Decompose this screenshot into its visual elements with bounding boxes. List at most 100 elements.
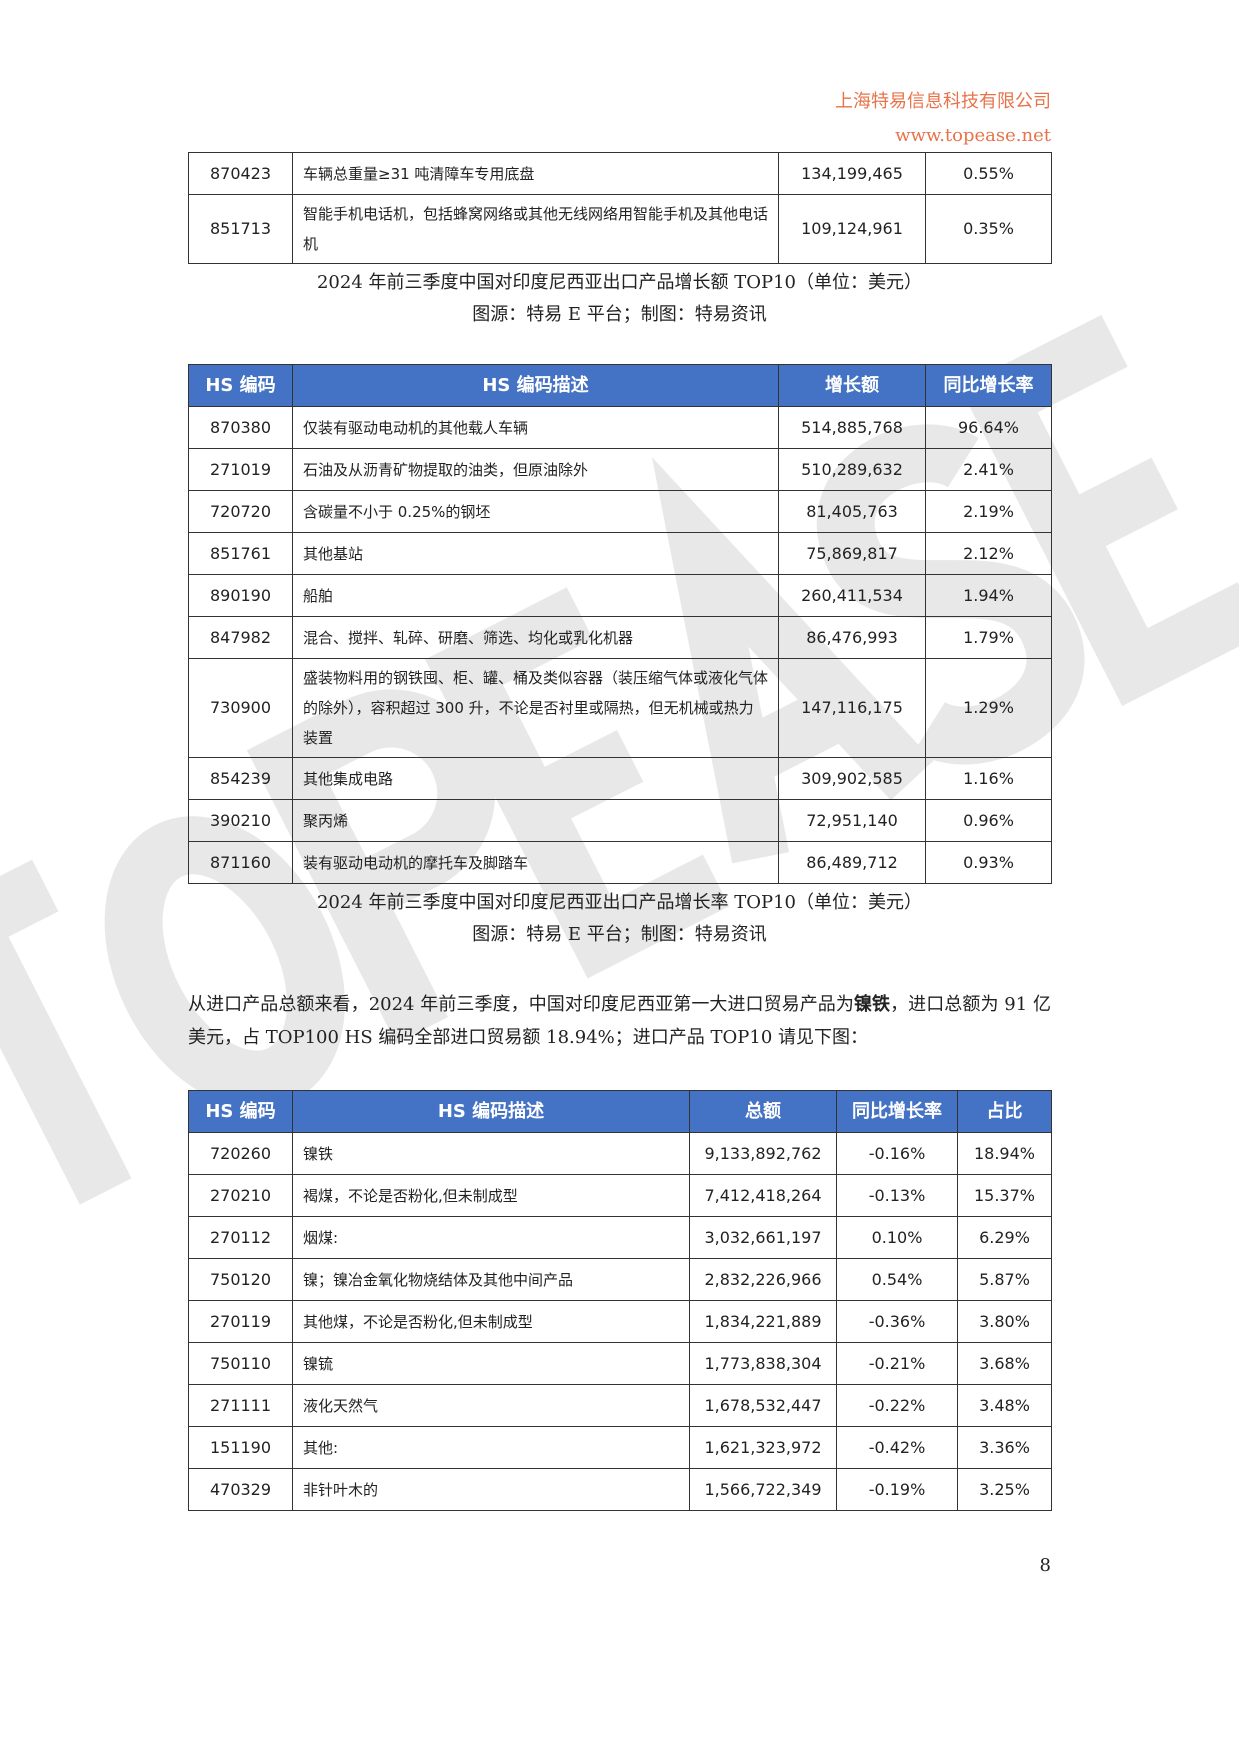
hs-code-cell: 270112 <box>188 1216 293 1259</box>
table-top-continued: 870423 车辆总重量≥31 吨清障车专用底盘 134,199,465 0.55% 8… <box>188 152 1052 264</box>
table-row: 870380 仅装有驱动电动机的其他载人车辆 514,885,768 96.64% <box>188 406 1052 449</box>
hs-code-cell: 270210 <box>188 1174 293 1217</box>
table-row: 871160 装有驱动电动机的摩托车及脚踏车 86,489,712 0.93% <box>188 841 1052 884</box>
rate-cell: -0.21% <box>836 1342 958 1385</box>
value-cell: 109,124,961 <box>778 194 926 264</box>
table-row: 851713 智能手机电话机，包括蜂窝网络或其他无线网络用智能手机及其他电话机 10… <box>188 194 1052 264</box>
description-cell: 烟煤: <box>292 1216 690 1259</box>
value-cell: 1,773,838,304 <box>689 1342 837 1385</box>
value-cell: 1,621,323,972 <box>689 1426 837 1469</box>
description-cell: 镍；镍冶金氧化物烧结体及其他中间产品 <box>292 1258 690 1301</box>
table-row: 870423 车辆总重量≥31 吨清障车专用底盘 134,199,465 0.55% <box>188 152 1052 195</box>
rate-cell: 2.19% <box>925 490 1052 533</box>
caption-source: 图源：特易 E 平台；制图：特易资讯 <box>472 924 767 945</box>
rate-cell: 1.29% <box>925 658 1052 758</box>
share-cell: 3.25% <box>957 1468 1052 1511</box>
value-cell: 147,116,175 <box>778 658 926 758</box>
table-row: 470329 非针叶木的 1,566,722,349 -0.19% 3.25% <box>188 1468 1052 1511</box>
value-cell: 260,411,534 <box>778 574 926 617</box>
table-row: 750120 镍；镍冶金氧化物烧结体及其他中间产品 2,832,226,966 0.5… <box>188 1258 1052 1301</box>
rate-cell: -0.42% <box>836 1426 958 1469</box>
rate-cell: 0.96% <box>925 799 1052 842</box>
value-cell: 1,566,722,349 <box>689 1468 837 1511</box>
hs-code-cell: 750110 <box>188 1342 293 1385</box>
hs-code-cell: 870380 <box>188 406 293 449</box>
company-name: 上海特易信息科技有限公司 <box>835 91 1051 112</box>
value-cell: 1,678,532,447 <box>689 1384 837 1427</box>
description-cell: 镍铁 <box>292 1132 690 1175</box>
rate-cell: 1.16% <box>925 757 1052 800</box>
value-cell: 86,476,993 <box>778 616 926 659</box>
column-header: HS 编码 <box>188 1090 293 1133</box>
hs-code-cell: 854239 <box>188 757 293 800</box>
hs-code-cell: 720260 <box>188 1132 293 1175</box>
rate-cell: 0.10% <box>836 1216 958 1259</box>
table-row: 270210 褐煤，不论是否粉化,但未制成型 7,412,418,264 -0.13%… <box>188 1174 1052 1217</box>
rate-cell: -0.22% <box>836 1384 958 1427</box>
table-row: 271019 石油及从沥青矿物提取的油类，但原油除外 510,289,632 2.41… <box>188 448 1052 491</box>
rate-cell: -0.36% <box>836 1300 958 1343</box>
description-cell: 混合、搅拌、轧碎、研磨、筛选、均化或乳化机器 <box>292 616 779 659</box>
rate-cell: 0.55% <box>925 152 1052 195</box>
column-header: HS 编码描述 <box>292 1090 690 1133</box>
paragraph-text: 从进口产品总额来看，2024 年前三季度，中国对印度尼西亚第一大进口贸易产品为 <box>188 994 854 1015</box>
description-cell: 含碳量不小于 0.25%的钢坯 <box>292 490 779 533</box>
company-website[interactable]: www.topease.net <box>895 125 1051 146</box>
table-row: 390210 聚丙烯 72,951,140 0.96% <box>188 799 1052 842</box>
description-cell: 仅装有驱动电动机的其他载人车辆 <box>292 406 779 449</box>
description-cell: 船舶 <box>292 574 779 617</box>
description-cell: 其他煤，不论是否粉化,但未制成型 <box>292 1300 690 1343</box>
table-row: 151190 其他: 1,621,323,972 -0.42% 3.36% <box>188 1426 1052 1469</box>
column-header: 占比 <box>957 1090 1052 1133</box>
page-number: 8 <box>1039 1555 1051 1576</box>
column-header: 同比增长率 <box>925 364 1052 407</box>
hs-code-cell: 851713 <box>188 194 293 264</box>
column-header: HS 编码 <box>188 364 293 407</box>
value-cell: 75,869,817 <box>778 532 926 575</box>
hs-code-cell: 270119 <box>188 1300 293 1343</box>
table-growth-rate: HS 编码 HS 编码描述 增长额 同比增长率 870380 仅装有驱动电动机的其他载人车… <box>188 364 1052 884</box>
rate-cell: 1.94% <box>925 574 1052 617</box>
rate-cell: -0.13% <box>836 1174 958 1217</box>
rate-cell: 0.54% <box>836 1258 958 1301</box>
hs-code-cell: 847982 <box>188 616 293 659</box>
table-row: 750110 镍锍 1,773,838,304 -0.21% 3.68% <box>188 1342 1052 1385</box>
value-cell: 514,885,768 <box>778 406 926 449</box>
description-cell: 智能手机电话机，包括蜂窝网络或其他无线网络用智能手机及其他电话机 <box>292 194 779 264</box>
value-cell: 7,412,418,264 <box>689 1174 837 1217</box>
value-cell: 72,951,140 <box>778 799 926 842</box>
description-cell: 装有驱动电动机的摩托车及脚踏车 <box>292 841 779 884</box>
description-cell: 非针叶木的 <box>292 1468 690 1511</box>
description-cell: 镍锍 <box>292 1342 690 1385</box>
value-cell: 81,405,763 <box>778 490 926 533</box>
share-cell: 3.80% <box>957 1300 1052 1343</box>
value-cell: 1,834,221,889 <box>689 1300 837 1343</box>
share-cell: 3.48% <box>957 1384 1052 1427</box>
hs-code-cell: 730900 <box>188 658 293 758</box>
rate-cell: 2.12% <box>925 532 1052 575</box>
column-header: HS 编码描述 <box>292 364 779 407</box>
caption-growth-amount: 2024 年前三季度中国对印度尼西亚出口产品增长额 TOP10（单位：美元） <box>316 272 923 293</box>
hs-code-cell: 470329 <box>188 1468 293 1511</box>
table-row: 720720 含碳量不小于 0.25%的钢坯 81,405,763 2.19% <box>188 490 1052 533</box>
table-row: 730900 盛装物料用的钢铁囤、柜、罐、桶及类似容器（装压缩气体或液化气体的除外… <box>188 658 1052 758</box>
table-row: 890190 船舶 260,411,534 1.94% <box>188 574 1052 617</box>
table-row: 851761 其他基站 75,869,817 2.12% <box>188 532 1052 575</box>
share-cell: 5.87% <box>957 1258 1052 1301</box>
hs-code-cell: 720720 <box>188 490 293 533</box>
caption-source: 图源：特易 E 平台；制图：特易资讯 <box>472 304 767 325</box>
value-cell: 510,289,632 <box>778 448 926 491</box>
rate-cell: 1.79% <box>925 616 1052 659</box>
hs-code-cell: 750120 <box>188 1258 293 1301</box>
share-cell: 3.68% <box>957 1342 1052 1385</box>
share-cell: 3.36% <box>957 1426 1052 1469</box>
rate-cell: -0.19% <box>836 1468 958 1511</box>
description-cell: 其他基站 <box>292 532 779 575</box>
rate-cell: 2.41% <box>925 448 1052 491</box>
hs-code-cell: 870423 <box>188 152 293 195</box>
column-header: 总额 <box>689 1090 837 1133</box>
hs-code-cell: 390210 <box>188 799 293 842</box>
body-paragraph: 从进口产品总额来看，2024 年前三季度，中国对印度尼西亚第一大进口贸易产品为镍… <box>188 988 1051 1054</box>
description-cell: 聚丙烯 <box>292 799 779 842</box>
share-cell: 18.94% <box>957 1132 1052 1175</box>
